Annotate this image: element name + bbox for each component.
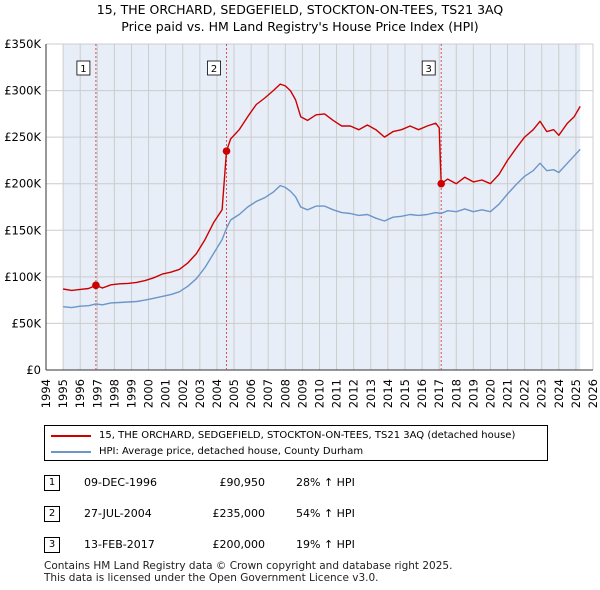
x-tick-label: 2015: [398, 379, 412, 408]
x-tick-label: 2023: [535, 379, 549, 408]
footer-licence: This data is licensed under the Open Gov…: [44, 572, 379, 584]
sale-number-badge: 1: [44, 475, 60, 491]
y-tick-label: £50K: [12, 316, 42, 330]
x-tick-label: 2017: [432, 379, 446, 408]
x-tick-label: 1996: [73, 379, 87, 408]
x-tick-label: 1998: [107, 379, 121, 408]
sale-date: 27-JUL-2004: [84, 507, 152, 520]
x-tick-label: 2004: [210, 379, 224, 408]
x-tick-label: 2013: [364, 379, 378, 408]
sale-price: £200,000: [212, 538, 266, 551]
sale-label-text: 3: [426, 64, 432, 75]
sale-price: £235,000: [212, 507, 266, 520]
legend-swatch-property: [51, 435, 91, 437]
footer-copyright: Contains HM Land Registry data © Crown c…: [44, 560, 453, 572]
x-tick-label: 2021: [501, 379, 515, 408]
x-tick-label: 2016: [415, 379, 429, 408]
y-tick-label: £150K: [4, 223, 41, 237]
x-tick-label: 2010: [313, 379, 327, 408]
x-tick-label: 2001: [159, 379, 173, 408]
y-tick-label: £200K: [4, 177, 41, 191]
x-tick-label: 2000: [142, 379, 156, 408]
sale-hpi-change: 19% ↑ HPI: [296, 538, 355, 551]
sale-label-box: [421, 60, 436, 76]
x-tick-label: 1994: [39, 379, 53, 408]
sale-label-box: [207, 60, 221, 76]
x-tick-label: 2018: [449, 379, 463, 408]
y-tick-label: £100K: [4, 270, 41, 284]
x-tick-label: 1995: [56, 379, 70, 408]
sale-point: [437, 179, 446, 188]
x-tick-label: 2020: [483, 379, 497, 408]
x-tick-label: 2026: [586, 379, 600, 408]
sale-price: £90,950: [219, 476, 266, 489]
sale-point: [222, 147, 231, 155]
sale-label-text: 1: [80, 64, 86, 75]
x-tick-label: 1999: [124, 379, 138, 408]
sale-number-badge: 3: [44, 537, 60, 553]
sale-label-box: [76, 60, 91, 76]
y-tick-label: £350K: [4, 37, 41, 51]
property-price-line: [62, 83, 581, 292]
x-tick-label: 2019: [466, 379, 480, 408]
x-tick-label: 2012: [347, 379, 361, 408]
x-tick-label: 2022: [518, 379, 532, 408]
x-tick-label: 2011: [330, 379, 344, 408]
x-tick-label: 2008: [278, 379, 292, 408]
data-range-band: [63, 44, 581, 370]
sale-number-badge: 2: [44, 506, 60, 522]
chart-title: 15, THE ORCHARD, SEDGEFIELD, STOCKTON-ON…: [96, 2, 504, 17]
x-tick-label: 2007: [261, 379, 275, 408]
sale-date: 13-FEB-2017: [84, 538, 155, 551]
x-tick-label: 2005: [227, 379, 241, 408]
chart-legend: 15, THE ORCHARD, SEDGEFIELD, STOCKTON-ON…: [44, 425, 548, 461]
x-tick-label: 2002: [176, 379, 190, 408]
legend-label-property: 15, THE ORCHARD, SEDGEFIELD, STOCKTON-ON…: [99, 430, 516, 441]
sale-hpi-change: 28% ↑ HPI: [296, 476, 355, 489]
y-tick-label: £250K: [4, 130, 41, 144]
x-tick-label: 2025: [569, 379, 583, 408]
hpi-line: [63, 148, 581, 309]
chart-subtitle: Price paid vs. HM Land Registry's House …: [121, 19, 479, 34]
sale-row: 2 27-JUL-2004 £235,000 54% ↑ HPI: [0, 506, 600, 524]
x-tick-label: 2024: [552, 379, 566, 408]
sale-point: [92, 281, 100, 290]
sale-hpi-change: 54% ↑ HPI: [296, 507, 355, 520]
x-tick-label: 1997: [90, 379, 104, 408]
sale-row: 1 09-DEC-1996 £90,950 28% ↑ HPI: [0, 475, 600, 493]
sale-label-text: 2: [211, 64, 217, 75]
legend-swatch-hpi: [51, 451, 91, 453]
x-tick-label: 2014: [381, 379, 395, 408]
sale-row: 3 13-FEB-2017 £200,000 19% ↑ HPI: [0, 537, 600, 555]
price-chart: £0 £50K £100K £150K £200K £250K £300K £350K 1994…: [4, 37, 600, 408]
legend-label-hpi: HPI: Average price, detached house, Coun…: [99, 446, 364, 457]
x-tick-label: 2003: [193, 379, 207, 408]
y-tick-label: £0: [26, 363, 41, 377]
x-tick-label: 2006: [244, 379, 258, 408]
x-tick-label: 2009: [295, 379, 309, 408]
sale-date: 09-DEC-1996: [84, 476, 158, 489]
y-tick-label: £300K: [4, 84, 41, 98]
